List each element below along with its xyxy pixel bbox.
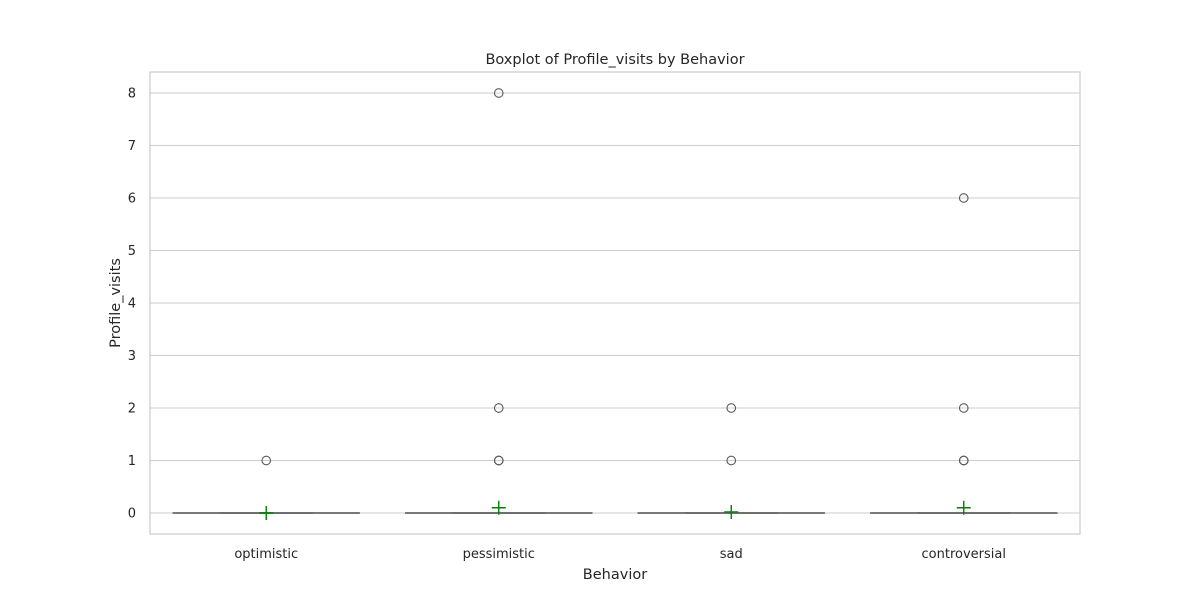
y-tick-label: 4 [128,297,136,312]
mark-layer [173,89,1057,520]
y-tick-label: 3 [128,349,136,364]
y-tick-label: 1 [128,454,136,469]
y-axis-label: Profile_visits [108,258,124,348]
grid-layer [150,93,1080,513]
x-tick-label: pessimistic [463,547,535,562]
y-tick-label: 7 [128,139,136,154]
mean-marker [724,505,738,519]
mean-marker [259,506,273,520]
y-tick-label: 8 [128,87,136,102]
x-tick-label: sad [720,547,743,562]
y-tick-label: 0 [128,507,136,522]
tick-layer: 0 1 2 3 4 5 6 7 8 optimistic pessimistic sad controv… [128,87,1006,563]
y-tick-label: 6 [128,192,136,207]
chart-title: Boxplot of Profile_visits by Behavior [485,52,744,68]
x-tick-label: optimistic [234,547,298,562]
x-tick-label: controversial [922,547,1006,562]
x-axis-label: Behavior [583,567,647,583]
y-tick-label: 2 [128,402,136,417]
y-tick-label: 5 [128,244,136,259]
